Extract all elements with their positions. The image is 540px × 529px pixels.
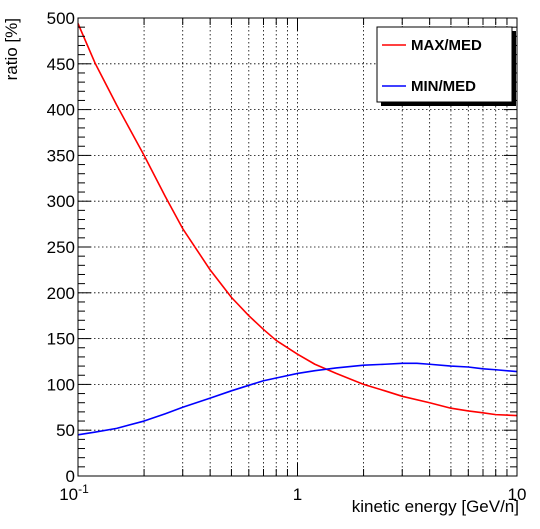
y-axis-title: ratio [%] xyxy=(2,18,21,80)
y-tick-label: 150 xyxy=(47,330,75,349)
x-tick-label: 10 xyxy=(508,485,527,504)
legend-label-min-med: MIN/MED xyxy=(411,78,476,95)
y-tick-label: 300 xyxy=(47,192,75,211)
y-tick-label: 250 xyxy=(47,238,75,257)
y-tick-label: 0 xyxy=(66,467,75,486)
y-tick-label: 400 xyxy=(47,101,75,120)
x-axis-title: kinetic energy [GeV/n] xyxy=(352,497,519,516)
series-line-min-med xyxy=(77,362,518,436)
y-tick-label: 500 xyxy=(47,9,75,28)
y-tick-label: 450 xyxy=(47,55,75,74)
x-tick-label: 10-1 xyxy=(59,482,89,504)
legend-box xyxy=(376,26,513,103)
y-tick-label: 350 xyxy=(47,146,75,165)
y-tick-label: 50 xyxy=(56,421,75,440)
x-tick-label: 1 xyxy=(293,485,302,504)
legend-label-max-med: MAX/MED xyxy=(411,37,482,54)
y-tick-label: 100 xyxy=(47,375,75,394)
legend: MAX/MED MIN/MED xyxy=(376,26,516,106)
y-tick-label: 200 xyxy=(47,284,75,303)
series-layer xyxy=(77,23,518,436)
tick-labels: 0 50 100 150 200 250 300 350 400 450 500 10-1 1 10 xyxy=(47,9,527,504)
series-line-max-med xyxy=(77,23,518,417)
